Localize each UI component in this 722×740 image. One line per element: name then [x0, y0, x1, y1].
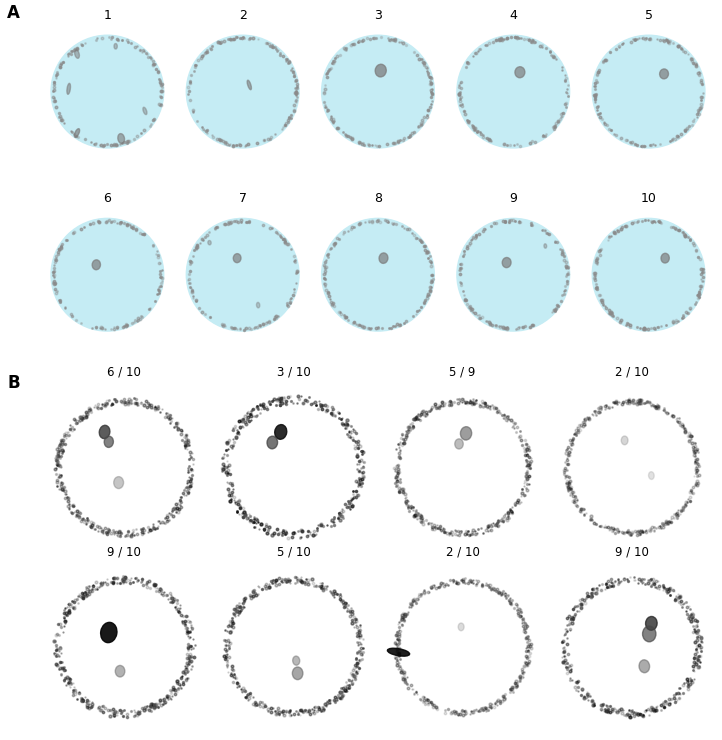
Text: 9: 9 — [509, 192, 517, 206]
Circle shape — [51, 36, 164, 148]
Circle shape — [48, 571, 200, 722]
Circle shape — [186, 218, 299, 331]
Ellipse shape — [247, 80, 251, 90]
Circle shape — [457, 36, 570, 148]
Ellipse shape — [458, 623, 464, 630]
Ellipse shape — [645, 616, 657, 630]
Ellipse shape — [643, 626, 656, 642]
Ellipse shape — [99, 425, 110, 439]
Ellipse shape — [104, 436, 113, 448]
Text: 7: 7 — [239, 192, 247, 206]
Text: 10: 10 — [640, 192, 656, 206]
Ellipse shape — [455, 439, 464, 449]
Text: 8: 8 — [374, 192, 382, 206]
Circle shape — [51, 218, 164, 331]
Text: 5 / 10: 5 / 10 — [277, 545, 310, 559]
Circle shape — [457, 218, 570, 331]
Ellipse shape — [648, 471, 654, 480]
Ellipse shape — [267, 436, 277, 449]
Circle shape — [217, 571, 370, 722]
Text: 5 / 9: 5 / 9 — [449, 366, 476, 379]
Ellipse shape — [100, 622, 117, 642]
Text: A: A — [7, 4, 20, 21]
Ellipse shape — [233, 254, 241, 263]
Ellipse shape — [292, 656, 300, 665]
Text: 1: 1 — [103, 10, 111, 22]
Ellipse shape — [116, 665, 125, 677]
Circle shape — [321, 218, 435, 331]
Ellipse shape — [515, 67, 525, 78]
Text: 6: 6 — [103, 192, 111, 206]
Ellipse shape — [544, 243, 547, 248]
Text: 2 / 10: 2 / 10 — [614, 366, 648, 379]
Text: 9 / 10: 9 / 10 — [108, 545, 142, 559]
Text: 6 / 10: 6 / 10 — [108, 366, 142, 379]
Circle shape — [321, 36, 435, 148]
Circle shape — [592, 36, 705, 148]
Ellipse shape — [503, 258, 511, 268]
Ellipse shape — [208, 240, 212, 245]
Circle shape — [556, 391, 708, 543]
Ellipse shape — [74, 50, 79, 58]
Ellipse shape — [67, 84, 71, 94]
Text: 2: 2 — [239, 10, 247, 22]
Circle shape — [556, 571, 708, 722]
Ellipse shape — [292, 667, 303, 679]
Ellipse shape — [621, 436, 628, 445]
Ellipse shape — [639, 660, 650, 673]
Text: 2 / 10: 2 / 10 — [445, 545, 479, 559]
Ellipse shape — [375, 64, 386, 77]
Circle shape — [386, 571, 539, 722]
Ellipse shape — [114, 477, 123, 488]
Circle shape — [592, 218, 705, 331]
Ellipse shape — [74, 129, 79, 138]
Circle shape — [48, 391, 200, 543]
Ellipse shape — [379, 253, 388, 263]
Ellipse shape — [114, 44, 117, 49]
Circle shape — [386, 391, 539, 543]
Ellipse shape — [143, 107, 147, 115]
Ellipse shape — [660, 69, 669, 79]
Ellipse shape — [388, 648, 409, 656]
Ellipse shape — [256, 303, 260, 308]
Text: 9 / 10: 9 / 10 — [614, 545, 648, 559]
Ellipse shape — [92, 260, 100, 270]
Text: B: B — [7, 374, 19, 391]
Circle shape — [217, 391, 370, 543]
Ellipse shape — [661, 253, 669, 263]
Text: 3 / 10: 3 / 10 — [277, 366, 310, 379]
Ellipse shape — [461, 427, 471, 440]
Ellipse shape — [118, 134, 125, 144]
Ellipse shape — [274, 425, 287, 440]
Text: 4: 4 — [509, 10, 517, 22]
Text: 3: 3 — [374, 10, 382, 22]
Circle shape — [186, 36, 299, 148]
Text: 5: 5 — [645, 10, 653, 22]
